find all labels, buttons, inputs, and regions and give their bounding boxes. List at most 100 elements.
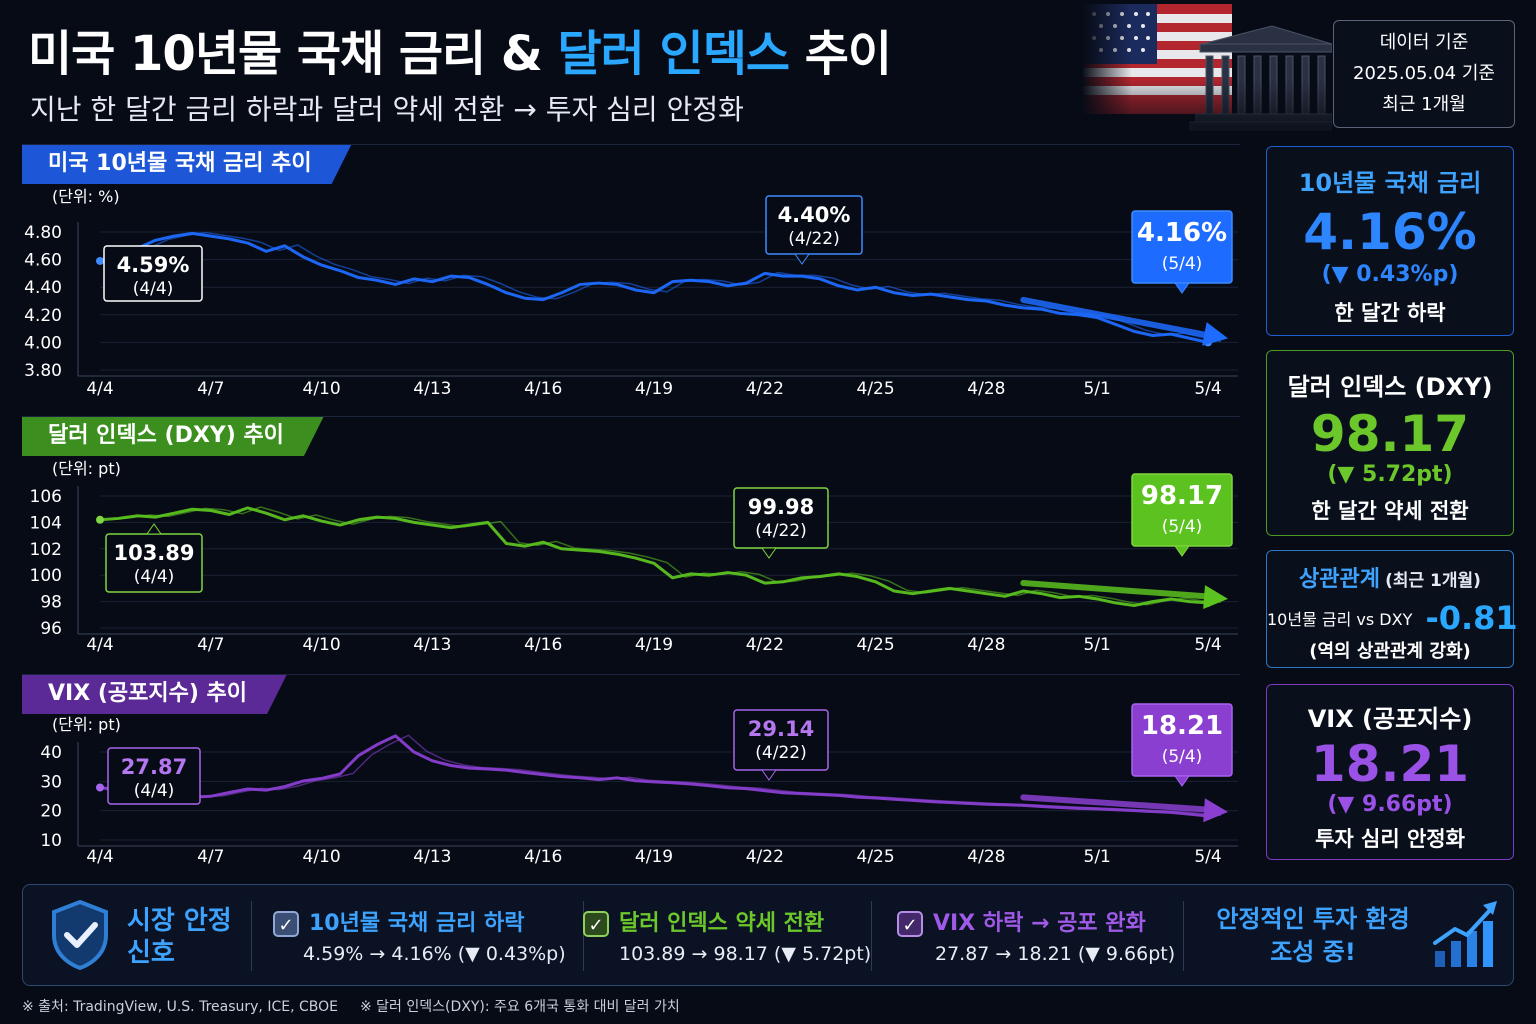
- x-tick-label: 4/19: [635, 379, 673, 399]
- y-tick-label: 40: [40, 743, 62, 763]
- annotation-date: (4/4): [134, 567, 175, 587]
- vix-card-title: VIX (공포지수): [1307, 705, 1473, 733]
- annotation-pointer: [761, 547, 777, 559]
- vix-card-note: 투자 심리 안정화: [1315, 827, 1465, 851]
- correlation-card: 상관관계 (최근 1개월) 10년물 금리 vs DXY -0.81 (역의 상…: [1266, 550, 1518, 668]
- x-tick-label: 4/25: [857, 379, 895, 399]
- title-part-2: 달러 인덱스: [557, 26, 791, 82]
- vix-chart: (단위: pt) 40 30 20 10 4/4 4/7 4/10 4/13 4/16 4/19 4/…: [22, 674, 1240, 867]
- trend-arrow-head: [1202, 322, 1228, 346]
- annotation-pointer: [761, 769, 777, 781]
- x-tick-label: 4/10: [303, 379, 341, 399]
- series-line: [99, 506, 1209, 608]
- unit-label: (단위: pt): [52, 715, 121, 734]
- data-point: [96, 256, 104, 265]
- x-tick-label: 4/28: [967, 379, 1005, 399]
- yield-card-value: 4.16%: [1303, 203, 1477, 261]
- conclusion-text: 안정적인 투자 환경 조성 중!: [1216, 905, 1410, 966]
- yield-card-delta: (▼ 0.43%p): [1321, 262, 1459, 287]
- x-tick-label: 4/13: [413, 847, 451, 867]
- divider: [1183, 901, 1184, 971]
- x-tick-label: 4/16: [524, 635, 562, 655]
- vix-chart-panel: VIX (공포지수) 추이 (단위: pt) 40 30 20 10 4/4 4/7 4/10…: [22, 674, 1240, 880]
- check-icon: ✓: [273, 911, 299, 937]
- dxy-chart-panel: 달러 인덱스 (DXY) 추이 (단위: pt) 106 104 102 100 98 96…: [22, 416, 1240, 666]
- x-tick-label: 4/7: [197, 847, 224, 867]
- annotation-callout: 98.17 (5/4): [1131, 473, 1233, 557]
- yield-summary-card: 10년물 국채 금리 4.16% (▼ 0.43%p) 한 달간 하락: [1266, 146, 1514, 336]
- annotation-box: [765, 195, 863, 255]
- x-tick-label: 5/4: [1194, 635, 1221, 655]
- annotation-date: (4/22): [755, 743, 806, 763]
- annotation-date: (4/22): [755, 521, 806, 541]
- y-tick-label: 4.60: [24, 251, 62, 271]
- annotation-callout: 4.40%(4/22): [765, 195, 863, 265]
- series-line-shadow: [112, 231, 1222, 343]
- trend-arrow: [1020, 794, 1217, 813]
- annotation-value: 4.16%: [1137, 218, 1227, 248]
- annotation-box: [733, 709, 829, 771]
- signal-item-dxy-title: 달러 인덱스 약세 전환: [619, 911, 825, 936]
- annotation-callout: 4.59%(4/4): [103, 245, 203, 302]
- annotation-callout: 4.16% (5/4): [1131, 210, 1233, 294]
- annotation-callout: 27.87(4/4): [107, 747, 201, 805]
- yield-chart-panel: 미국 10년물 국채 금리 추이 (단위: %) 4.80 4.60 4.40 4.20…: [22, 144, 1240, 406]
- title-part-3: 추이: [789, 26, 892, 82]
- corr-card-note: (역의 상관관계 강화): [1309, 641, 1471, 662]
- unit-label: (단위: %): [52, 187, 120, 206]
- date-period: 최근 1개월: [1382, 94, 1466, 115]
- yield-card-title: 10년물 국채 금리: [1298, 169, 1482, 197]
- annotation-callout: 18.21 (5/4): [1131, 703, 1233, 787]
- signal-item-yield-detail: 4.59% → 4.16% (▼ 0.43%p): [303, 943, 566, 965]
- date-label: 데이터 기준: [1379, 32, 1469, 53]
- annotation-value: 99.98: [748, 495, 814, 519]
- annotation-value: 29.14: [748, 717, 814, 741]
- dxy-definition-note: ※ 달러 인덱스(DXY): 주요 6개국 통화 대비 달러 가치: [360, 999, 680, 1015]
- annotation-value: 4.40%: [778, 203, 851, 227]
- signal-item-vix-title: VIX 하락 → 공포 완화: [933, 911, 1146, 936]
- vix-chart-title: VIX (공포지수) 추이: [22, 674, 287, 714]
- corr-card-title-sub: (최근 1개월): [1385, 571, 1481, 591]
- x-tick-label: 4/25: [857, 847, 895, 867]
- annotation-date: (4/4): [134, 781, 175, 801]
- annotation-box: [103, 245, 203, 302]
- divider: [251, 901, 252, 971]
- annotation-date: (4/4): [133, 279, 174, 299]
- x-tick-label: 4/13: [413, 635, 451, 655]
- y-tick-label: 4.40: [24, 278, 62, 298]
- x-tick-label: 4/28: [967, 635, 1005, 655]
- data-date-box: 데이터 기준 2025.05.04 기준 최근 1개월: [1333, 20, 1515, 128]
- y-tick-label: 4.00: [24, 333, 62, 353]
- x-tick-label: 4/10: [303, 635, 341, 655]
- divider: [871, 901, 872, 971]
- y-tick-label: 104: [30, 513, 62, 533]
- dxy-card-delta: (▼ 5.72pt): [1327, 462, 1453, 487]
- yield-chart: (단위: %) 4.80 4.60 4.40 4.20 4.00 3.80 4/4 4/7 4/1…: [22, 144, 1240, 399]
- series-line-shadow: [112, 734, 1221, 817]
- annotation-pointer: [1174, 282, 1190, 294]
- y-tick-label: 10: [40, 831, 62, 851]
- y-tick-label: 98: [40, 593, 62, 613]
- dxy-card-note: 한 달간 약세 전환: [1311, 499, 1469, 523]
- x-tick-label: 4/22: [746, 379, 784, 399]
- y-tick-label: 102: [30, 540, 62, 560]
- yield-chart-title: 미국 10년물 국채 금리 추이: [22, 144, 352, 184]
- dxy-card-value: 98.17: [1310, 405, 1470, 463]
- x-tick-label: 4/19: [635, 635, 673, 655]
- y-tick-label: 100: [30, 566, 62, 586]
- annotation-callout: 99.98(4/22): [733, 487, 829, 559]
- annotation-value: 27.87: [121, 755, 187, 779]
- trend-arrow: [1020, 296, 1217, 340]
- signal-item-yield-title: 10년물 국채 금리 하락: [309, 911, 525, 936]
- annotation-callout: 29.14(4/22): [733, 709, 829, 781]
- signal-item-vix-detail: 27.87 → 18.21 (▼ 9.66pt): [935, 943, 1176, 965]
- check-icon: ✓: [897, 911, 923, 937]
- x-tick-label: 5/1: [1084, 635, 1111, 655]
- y-tick-label: 3.80: [24, 361, 62, 381]
- x-tick-label: 4/22: [746, 635, 784, 655]
- annotation-value: 18.21: [1141, 711, 1223, 741]
- dxy-chart: (단위: pt) 106 104 102 100 98 96 4/4 4/7 4/10 4/13 4/…: [22, 416, 1240, 655]
- trend-arrow-head: [1203, 798, 1228, 823]
- yield-card-note: 한 달간 하락: [1334, 301, 1446, 325]
- trend-arrow: [1020, 580, 1217, 600]
